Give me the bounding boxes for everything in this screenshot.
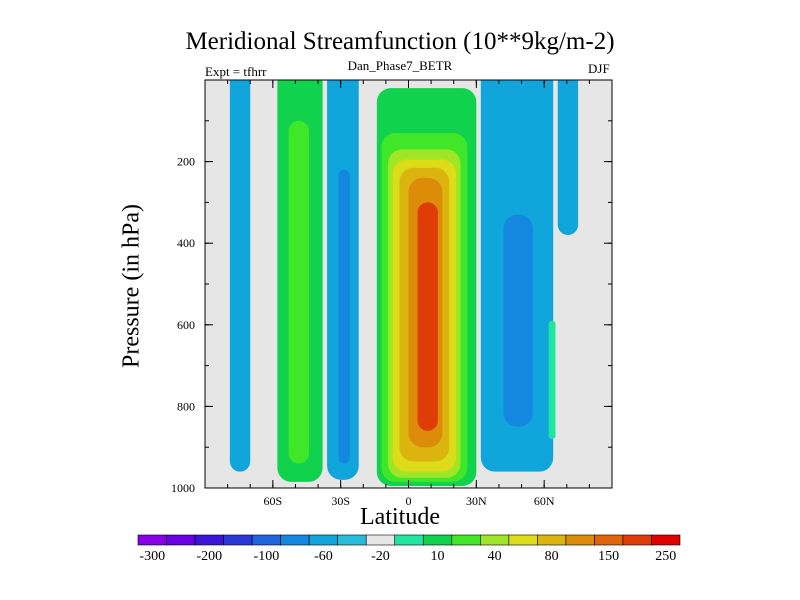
colorbar-swatch	[508, 534, 538, 546]
colorbar-label: -300	[139, 549, 165, 564]
contour-sh-ferrel-core	[288, 120, 310, 464]
colorbar-label: 250	[655, 549, 676, 564]
contour-nh-polar-negative	[557, 80, 579, 236]
y-tick-label: 600	[177, 318, 195, 332]
colorbar-swatch	[480, 534, 510, 546]
colorbar-swatch	[394, 534, 424, 546]
contour-hadley-cell-core	[417, 202, 438, 431]
x-tick-label: 60S	[263, 494, 282, 508]
y-tick-label: 200	[177, 155, 195, 169]
colorbar-swatch	[565, 534, 595, 546]
x-axis-label: Latitude	[360, 504, 440, 530]
colorbar-swatch	[337, 534, 367, 546]
colorbar-swatch	[166, 534, 196, 546]
colorbar-swatch	[422, 534, 453, 546]
chart-title: Meridional Streamfunction (10**9kg/m-2)	[185, 28, 615, 55]
colorbar-swatch	[537, 534, 567, 546]
colorbar-swatch	[137, 534, 167, 546]
colorbar-swatch	[194, 534, 224, 546]
colorbar-label: -100	[254, 549, 280, 564]
contour-nh-high-lat-positive	[548, 320, 556, 440]
colorbar-label: -200	[196, 549, 222, 564]
colorbar-swatch	[365, 534, 396, 546]
colorbar-swatch	[251, 534, 281, 546]
colorbar-swatch	[308, 534, 338, 546]
colorbar-swatch	[451, 534, 481, 546]
colorbar-label: 40	[488, 549, 502, 564]
colorbar-label: 150	[598, 549, 619, 564]
colorbar-label: 80	[545, 549, 559, 564]
colorbar-swatch	[594, 534, 624, 546]
colorbar-swatch	[651, 534, 681, 546]
contour-sh-subtropical-negative-core	[338, 169, 350, 464]
y-tick-label: 800	[177, 399, 195, 413]
y-tick-label: 400	[177, 236, 195, 250]
x-tick-label: 0	[406, 494, 412, 508]
colorbar-swatch	[223, 534, 253, 546]
experiment-name: Dan_Phase7_BETR	[347, 58, 453, 73]
colorbar-swatch	[280, 534, 310, 546]
y-tick-label: 1000	[171, 481, 195, 495]
colorbar-label: 10	[431, 549, 445, 564]
colorbar-label: -20	[371, 549, 390, 564]
season-label: DJF	[588, 61, 610, 76]
contour-nh-subtropical-negative-core	[503, 214, 533, 427]
colorbar-label: -60	[314, 549, 333, 564]
x-tick-label: 30S	[331, 494, 350, 508]
x-tick-label: 60N	[534, 494, 555, 508]
x-tick-label: 30N	[466, 494, 487, 508]
contour-sh-polar-cell	[229, 80, 251, 472]
experiment-label: Expt = tfhrr	[205, 64, 267, 79]
colorbar-swatch	[622, 534, 652, 546]
